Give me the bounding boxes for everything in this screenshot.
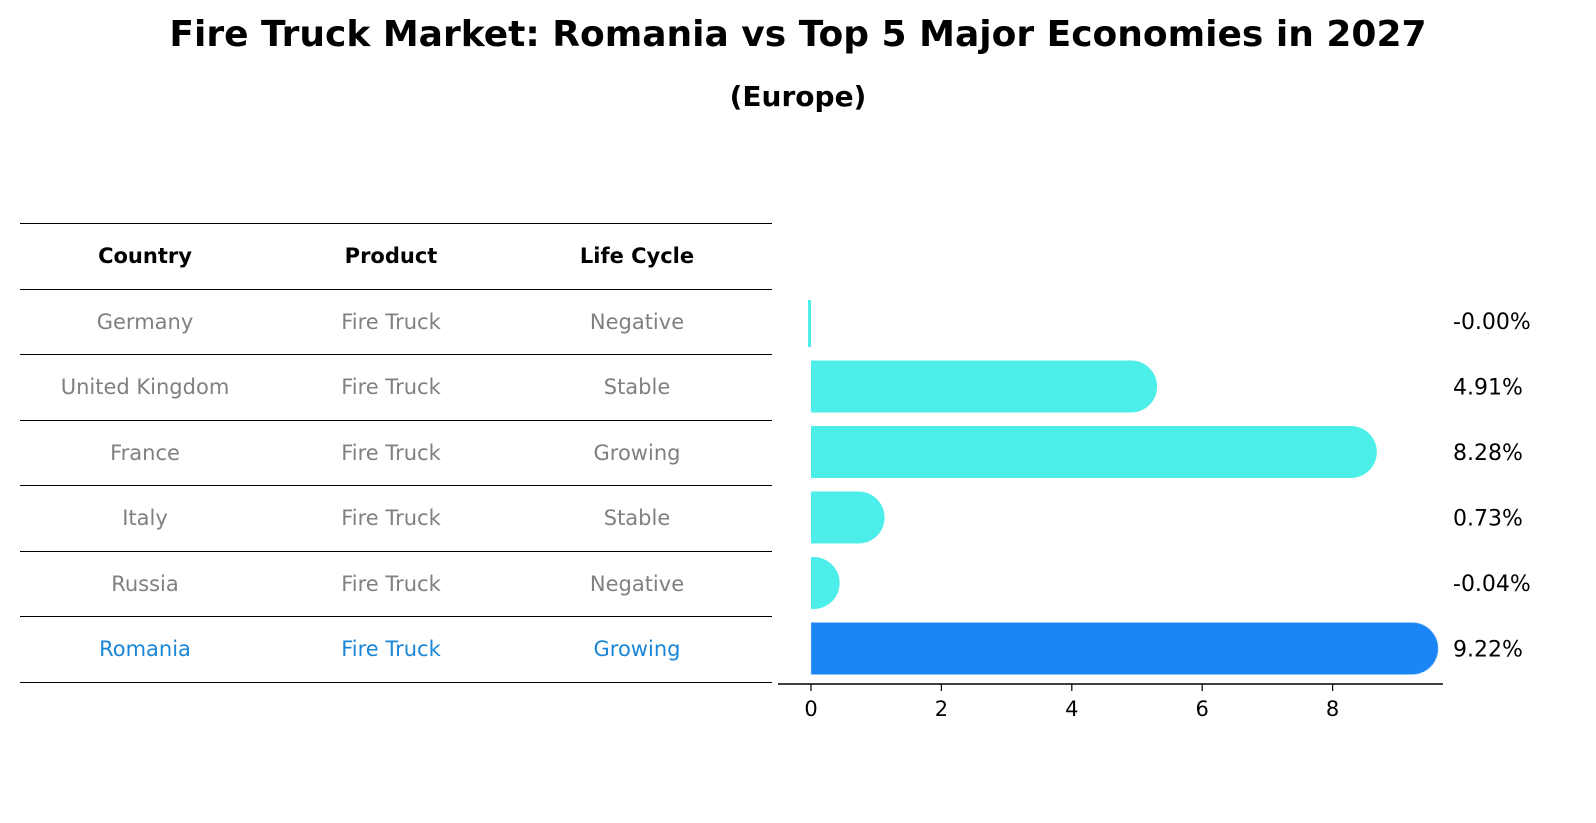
- table-cell-life-cycle: Negative: [589, 571, 685, 596]
- table-rule: [20, 485, 772, 486]
- data-label: -0.04%: [1453, 572, 1531, 597]
- header-product: Product: [344, 244, 438, 268]
- chart-subtitle: (Europe): [729, 80, 867, 113]
- x-tick-label: 2: [935, 697, 948, 721]
- table-cell-product: Fire Truck: [341, 440, 441, 465]
- table-cell-life-cycle: Growing: [593, 637, 681, 661]
- table-cell-country: Germany: [96, 309, 194, 334]
- data-label: 4.91%: [1453, 376, 1523, 401]
- x-tick-label: 0: [804, 697, 817, 721]
- header-life-cycle: Life Cycle: [579, 244, 695, 268]
- data-label: 0.73%: [1453, 507, 1523, 532]
- bar: [811, 557, 840, 609]
- table-cell-country: France: [110, 440, 180, 465]
- table-cell-life-cycle: Negative: [589, 309, 685, 334]
- table-rule: [20, 288, 772, 290]
- table-rule: [20, 223, 772, 224]
- bar: [811, 360, 1158, 413]
- table-rule: [20, 550, 772, 552]
- table-rule: [20, 419, 772, 421]
- bar: [811, 426, 1377, 478]
- chart-title: Fire Truck Market: Romania vs Top 5 Majo…: [169, 14, 1427, 55]
- bar-chart: -0.00% 4.91% 8.28% 0.73% -0.04% 9.22% 0 2 4 6 8: [778, 300, 1531, 721]
- data-label: 8.28%: [1453, 441, 1523, 466]
- data-label: 9.22%: [1453, 638, 1523, 663]
- bar: [811, 491, 885, 544]
- table-cell-product: Fire Truck: [341, 375, 441, 399]
- table-rule: [20, 616, 772, 617]
- table-cell-country: Italy: [122, 506, 168, 530]
- table-cell-country: United Kingdom: [60, 375, 230, 399]
- table-rule: [20, 354, 772, 355]
- header-country: Country: [98, 244, 192, 268]
- x-tick-label: 8: [1326, 697, 1339, 721]
- table-cell-life-cycle: Growing: [593, 440, 681, 465]
- table-cell-country: Russia: [111, 571, 179, 596]
- table-cell-product: Fire Truck: [341, 309, 441, 334]
- data-label: -0.00%: [1453, 310, 1531, 335]
- table-cell-country: Romania: [99, 637, 191, 661]
- table-cell-product: Fire Truck: [341, 506, 441, 530]
- x-tick-label: 4: [1065, 697, 1078, 721]
- table-cell-product: Fire Truck: [341, 637, 441, 661]
- x-tick-label: 6: [1196, 697, 1209, 721]
- table-cell-product: Fire Truck: [341, 571, 441, 596]
- table-rule: [20, 681, 772, 683]
- table-cell-life-cycle: Stable: [603, 375, 671, 399]
- bar: [808, 300, 811, 347]
- bar: [810, 622, 1439, 675]
- table-cell-life-cycle: Stable: [603, 506, 671, 530]
